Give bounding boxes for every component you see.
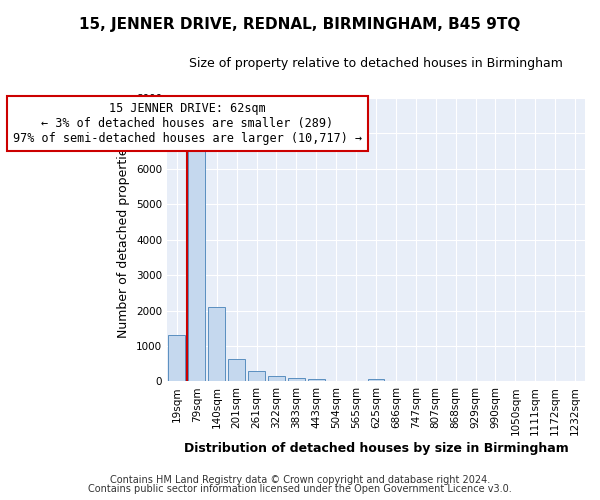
Bar	[288, 378, 305, 382]
Bar	[368, 379, 385, 382]
Bar	[308, 379, 325, 382]
X-axis label: Distribution of detached houses by size in Birmingham: Distribution of detached houses by size …	[184, 442, 568, 455]
Text: 15, JENNER DRIVE, REDNAL, BIRMINGHAM, B45 9TQ: 15, JENNER DRIVE, REDNAL, BIRMINGHAM, B4…	[79, 18, 521, 32]
Bar	[248, 371, 265, 382]
Title: Size of property relative to detached houses in Birmingham: Size of property relative to detached ho…	[189, 58, 563, 70]
Text: Contains HM Land Registry data © Crown copyright and database right 2024.: Contains HM Land Registry data © Crown c…	[110, 475, 490, 485]
Bar	[208, 307, 225, 382]
Bar	[188, 148, 205, 382]
Bar	[228, 360, 245, 382]
Text: Contains public sector information licensed under the Open Government Licence v3: Contains public sector information licen…	[88, 484, 512, 494]
Y-axis label: Number of detached properties: Number of detached properties	[118, 141, 130, 338]
Bar	[268, 376, 285, 382]
Text: 15 JENNER DRIVE: 62sqm
← 3% of detached houses are smaller (289)
97% of semi-det: 15 JENNER DRIVE: 62sqm ← 3% of detached …	[13, 102, 362, 144]
Bar	[169, 336, 185, 382]
